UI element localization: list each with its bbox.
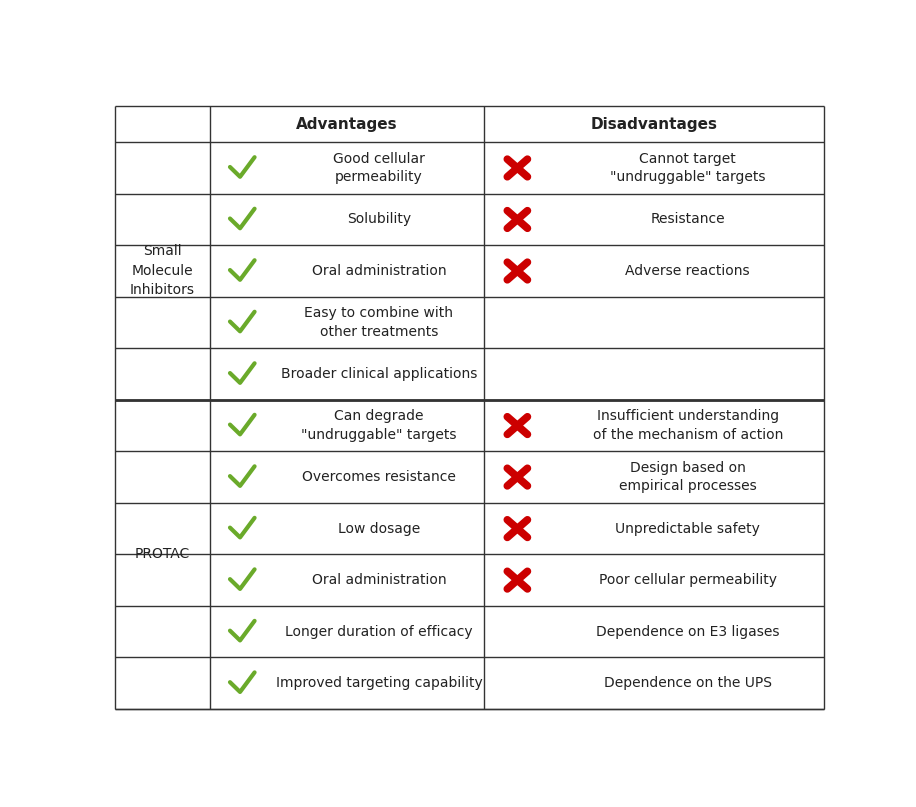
Text: Design based on
empirical processes: Design based on empirical processes <box>619 461 757 493</box>
Text: Cannot target
"undruggable" targets: Cannot target "undruggable" targets <box>610 152 766 184</box>
Text: Resistance: Resistance <box>650 212 725 227</box>
Text: Can degrade
"undruggable" targets: Can degrade "undruggable" targets <box>301 409 457 441</box>
Text: Oral administration: Oral administration <box>311 573 446 587</box>
Text: Adverse reactions: Adverse reactions <box>626 264 750 278</box>
Text: Unpredictable safety: Unpredictable safety <box>616 521 760 536</box>
Text: Overcomes resistance: Overcomes resistance <box>302 470 456 484</box>
Text: Dependence on the UPS: Dependence on the UPS <box>604 676 772 690</box>
Text: Broader clinical applications: Broader clinical applications <box>280 367 477 381</box>
Text: Poor cellular permeability: Poor cellular permeability <box>599 573 777 587</box>
Text: Longer duration of efficacy: Longer duration of efficacy <box>285 625 473 638</box>
Text: PROTAC: PROTAC <box>135 547 190 562</box>
Text: Disadvantages: Disadvantages <box>591 117 717 132</box>
Text: Low dosage: Low dosage <box>338 521 420 536</box>
Text: Small
Molecule
Inhibitors: Small Molecule Inhibitors <box>130 245 195 298</box>
Text: Solubility: Solubility <box>347 212 411 227</box>
Text: Improved targeting capability: Improved targeting capability <box>276 676 483 690</box>
Text: Oral administration: Oral administration <box>311 264 446 278</box>
Text: Easy to combine with
other treatments: Easy to combine with other treatments <box>304 307 453 339</box>
Text: Good cellular
permeability: Good cellular permeability <box>333 152 425 184</box>
Text: Dependence on E3 ligases: Dependence on E3 ligases <box>596 625 780 638</box>
Text: Insufficient understanding
of the mechanism of action: Insufficient understanding of the mechan… <box>593 409 783 441</box>
Text: Advantages: Advantages <box>296 117 398 132</box>
